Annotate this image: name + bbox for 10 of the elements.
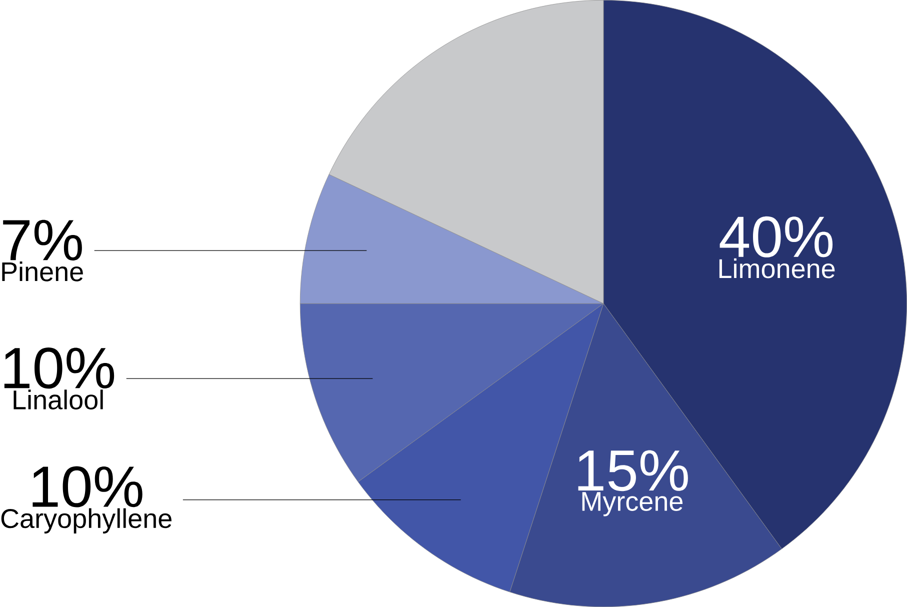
data-label: 40% [720,216,833,258]
slice-label: Pinene [2,261,83,282]
slice-label: Caryophyllene [1,508,172,534]
slice-label: Linalool [14,390,103,410]
data-label: 10% [32,466,142,508]
data-label: 15% [578,450,688,492]
slice-label: Myrcene [582,492,683,516]
slice-label: Limonene [719,258,835,278]
data-label: 7% [3,220,82,260]
data-label: 10% [4,348,114,389]
